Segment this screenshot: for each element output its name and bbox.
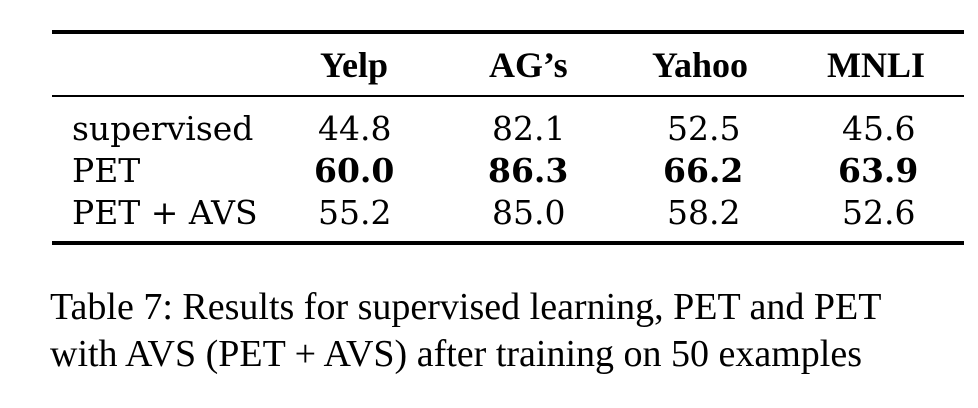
cell-petavs-yelp: 55.2 — [318, 193, 392, 232]
cell-pet-yelp: 60.0 — [314, 151, 395, 190]
caption-line-1: Table 7: Results for supervised learning… — [50, 286, 882, 328]
table-caption: Table 7: Results for supervised learning… — [50, 284, 970, 378]
cell-petavs-mnli: 52.6 — [842, 193, 916, 232]
header-yelp: Yelp — [320, 45, 389, 85]
top-rule — [52, 30, 964, 34]
cell-pet-yahoo: 66.2 — [663, 151, 744, 190]
cell-pet-mnli: 63.9 — [838, 151, 919, 190]
row-label-pet-avs: PET + AVS — [72, 196, 258, 229]
mid-rule — [52, 95, 964, 97]
cell-petavs-yahoo: 58.2 — [667, 193, 741, 232]
cell-petavs-ags: 85.0 — [492, 193, 566, 232]
header-ags: AG’s — [489, 45, 568, 85]
cell-supervised-mnli: 45.6 — [842, 109, 916, 148]
cell-supervised-yahoo: 52.5 — [667, 109, 741, 148]
header-mnli: MNLI — [827, 45, 925, 85]
row-label-pet: PET — [72, 151, 141, 190]
bottom-rule — [52, 241, 964, 245]
row-label-supervised: supervised — [72, 109, 254, 148]
header-yahoo: Yahoo — [652, 45, 749, 85]
cell-supervised-yelp: 44.8 — [318, 109, 392, 148]
row-label-pet-avs-text: PET + AVS — [72, 193, 258, 232]
cell-supervised-ags: 82.1 — [492, 109, 566, 148]
cell-pet-ags: 86.3 — [488, 151, 569, 190]
caption-line-2: with AVS (PET + AVS) after training on 5… — [50, 333, 863, 375]
